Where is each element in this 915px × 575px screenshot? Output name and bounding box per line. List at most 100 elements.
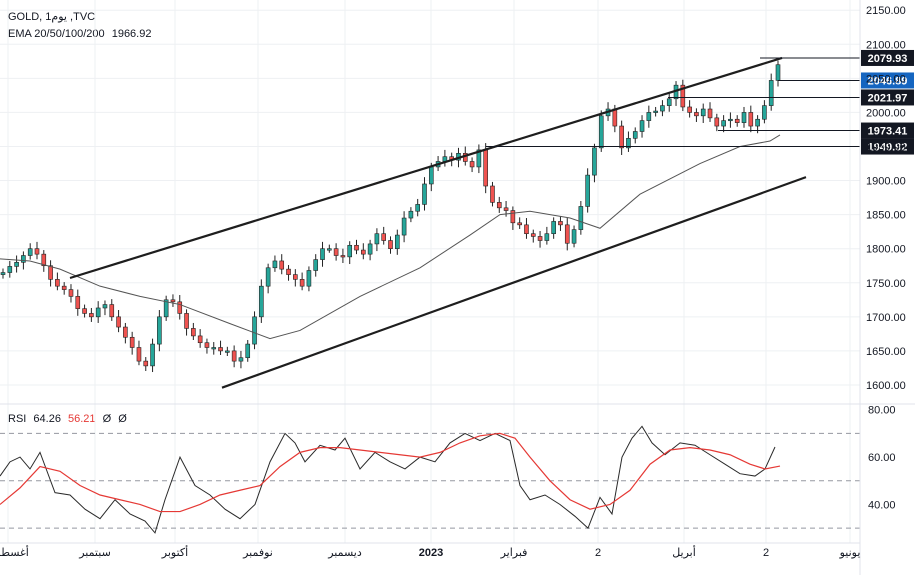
candle-up: [721, 115, 726, 133]
candle-up: [598, 110, 604, 152]
candle-body: [293, 274, 298, 280]
candle-up: [313, 254, 319, 277]
candle-up: [585, 168, 590, 213]
candle-body: [388, 240, 393, 249]
candle-up: [394, 229, 400, 255]
candle-body: [340, 255, 346, 258]
candle-up: [632, 127, 638, 144]
candle-up: [626, 131, 631, 152]
candle-up: [592, 143, 597, 183]
ema-line: [0, 134, 781, 340]
time-tick-label: أبريل: [672, 545, 696, 559]
candle-body: [721, 120, 726, 127]
level-badge: [861, 122, 914, 139]
candle-down: [293, 269, 298, 287]
candle-down: [496, 196, 502, 213]
candle-body: [381, 233, 387, 241]
candle-body: [0, 272, 6, 275]
price-tick-label: 1800.00: [866, 244, 906, 256]
candle-down: [177, 295, 183, 320]
candle-body: [14, 262, 19, 267]
ema-value: 1966.92: [111, 28, 152, 40]
candle-body: [299, 279, 305, 287]
rsi-ma-value: 56.21: [68, 413, 96, 425]
candle-body: [68, 289, 74, 297]
time-tick-label: 2: [595, 547, 601, 559]
candle-body: [354, 244, 359, 251]
candle-up: [646, 105, 652, 128]
time-tick-label: نوفمبر: [242, 547, 273, 559]
candle-up: [666, 91, 672, 112]
candle-down: [517, 217, 522, 229]
candle-body: [143, 360, 149, 367]
candle-up: [762, 100, 767, 124]
candle-body: [55, 279, 60, 287]
rsi-tick-label: 80.00: [868, 405, 896, 417]
candle-down: [680, 79, 686, 112]
candle-down: [82, 304, 87, 318]
candle-body: [238, 357, 244, 362]
candle-down: [524, 218, 529, 239]
candle-up: [476, 144, 482, 174]
candle-up: [442, 149, 448, 167]
candle-body: [775, 64, 781, 81]
candle-body: [231, 350, 237, 362]
candle-body: [680, 84, 686, 108]
candle-body: [48, 265, 53, 280]
candle-up: [211, 342, 217, 355]
candle-up: [27, 243, 33, 260]
candle-up: [415, 198, 420, 217]
candle-body: [102, 304, 108, 309]
candle-body: [768, 80, 774, 106]
candle-body: [408, 210, 414, 219]
candle-up: [306, 266, 312, 292]
candle-up: [14, 255, 19, 273]
candle-up: [775, 60, 781, 87]
price-tick-label: 1700.00: [866, 312, 906, 324]
candle-up: [157, 310, 162, 352]
rsi-tick-label: 40.00: [868, 499, 896, 511]
candle-body: [286, 268, 291, 275]
candle-body: [483, 149, 488, 187]
candle-up: [259, 279, 264, 323]
time-tick-label: فبراير: [500, 547, 528, 559]
candle-body: [646, 112, 652, 121]
candle-up: [7, 260, 13, 278]
rsi-extra-2: Ø: [118, 413, 127, 425]
ema-series: [0, 134, 781, 340]
candle-down: [204, 338, 210, 354]
candle-body: [666, 98, 672, 106]
level-label: 2046.89: [868, 75, 908, 87]
candle-body: [177, 301, 183, 314]
candle-down: [123, 322, 128, 344]
candle-down: [361, 243, 366, 260]
candle-down: [748, 105, 754, 133]
candle-down: [530, 229, 536, 243]
candle-body: [204, 342, 210, 348]
candle-body: [82, 308, 87, 314]
candle-body: [687, 106, 692, 113]
candle-body: [333, 248, 339, 256]
level-badge: [861, 49, 914, 66]
candle-body: [734, 118, 740, 123]
candle-body: [272, 260, 278, 269]
candle-body: [41, 253, 47, 267]
price-tick-label: 1900.00: [866, 176, 906, 188]
candle-body: [27, 248, 33, 256]
candle-body: [585, 174, 590, 207]
price-tick-label: 2150.00: [866, 5, 906, 17]
candle-down: [333, 243, 339, 261]
candle-body: [252, 316, 257, 345]
candle-body: [306, 270, 312, 287]
candle-up: [653, 106, 658, 117]
time-tick-label: 2: [763, 547, 769, 559]
candle-body: [394, 234, 400, 249]
candle-body: [163, 299, 169, 318]
level-badge: [861, 89, 914, 106]
candle-up: [374, 228, 380, 252]
symbol-title: GOLD, يوم1 ,TVC: [8, 11, 96, 23]
level-badge: [861, 72, 914, 89]
candle-up: [238, 350, 244, 369]
